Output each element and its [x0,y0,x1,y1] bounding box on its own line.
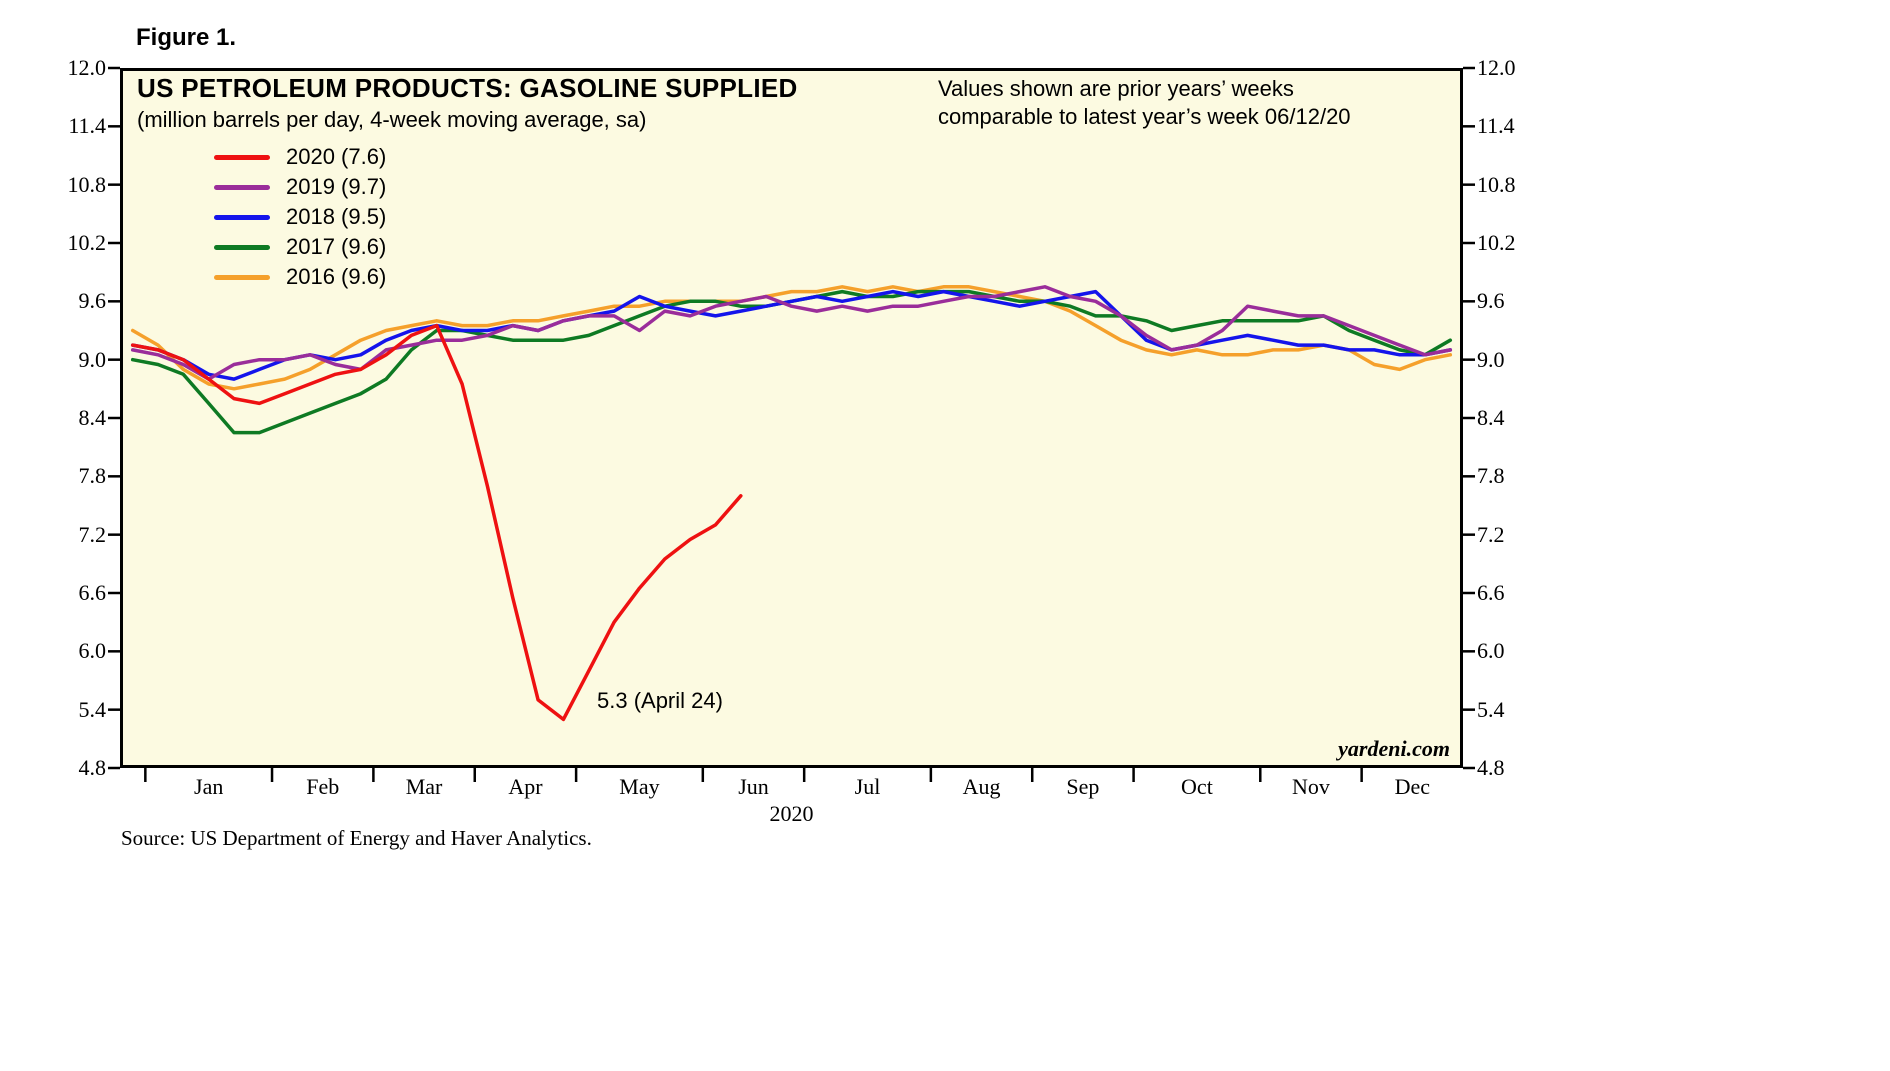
month-label-nov: Nov [1292,774,1330,799]
legend-label-2018: 2018 (9.5) [286,204,387,229]
month-label-dec: Dec [1394,774,1431,799]
y-tick-label-left: 12.0 [67,55,107,80]
legend-swatch-2016 [214,274,270,280]
y-tick-label-left: 11.4 [68,113,106,139]
legend-swatch-2018 [214,214,270,220]
y-tick-label-left: 6.6 [78,580,107,605]
chart-title: US PETROLEUM PRODUCTS: GASOLINE SUPPLIED [137,73,798,103]
y-tick-label-left: 7.8 [78,463,107,489]
legend-item-2017: 2017 (9.6) [214,232,386,262]
month-label-jan: Jan [194,774,224,799]
month-label-aug: Aug [962,774,1001,799]
y-tick-label-right: 12.0 [1477,55,1516,80]
y-tick-label-right: 7.8 [1477,463,1505,489]
trough-annotation: 5.3 (April 24) [597,688,723,713]
y-tick-label-left: 9.6 [78,288,107,314]
y-tick-label-right: 7.2 [1477,521,1505,547]
y-tick-label-left: 8.4 [78,405,107,430]
month-label-apr: Apr [508,774,543,799]
y-tick-label-right: 10.8 [1477,171,1516,197]
y-tick-label-right: 10.2 [1477,230,1516,255]
month-label-feb: Feb [306,774,340,799]
legend-label-2019: 2019 (9.7) [286,174,387,199]
legend-swatch-2019 [214,184,270,190]
legend-item-2016: 2016 (9.6) [214,262,386,292]
figure-label: Figure 1. [136,24,237,51]
y-tick-label-left: 5.4 [78,696,107,722]
y-tick-label-right: 11.4 [1477,113,1515,139]
y-tick-label-left: 10.2 [67,230,107,255]
y-tick-label-right: 4.8 [1477,755,1505,780]
month-label-jun: Jun [738,774,769,799]
note-line-2: comparable to latest year’s week 06/12/2… [938,104,1351,129]
y-tick-label-right: 6.0 [1477,638,1505,664]
y-tick-label-left: 7.2 [78,521,107,547]
y-tick-label-left: 10.8 [67,171,107,197]
month-label-oct: Oct [1181,774,1213,799]
month-label-sep: Sep [1066,774,1100,799]
legend-swatch-2020 [214,154,270,160]
chart-subtitle: (million barrels per day, 4-week moving … [137,107,647,132]
month-label-may: May [619,774,660,799]
comparable-week-note: Values shown are prior years’ weeks comp… [938,75,1351,131]
month-label-mar: Mar [405,774,443,799]
legend-swatch-2017 [214,244,270,250]
y-tick-label-right: 9.6 [1477,288,1505,314]
y-tick-label-right: 8.4 [1477,405,1505,430]
legend-label-2016: 2016 (9.6) [286,264,387,289]
y-tick-label-right: 6.6 [1477,580,1505,605]
legend-label-2017: 2017 (9.6) [286,234,387,259]
y-tick-label-right: 5.4 [1477,696,1505,722]
source-note: Source: US Department of Energy and Have… [121,826,592,850]
x-axis-year-label: 2020 [769,801,814,826]
watermark: yardeni.com [1338,736,1450,761]
y-tick-label-right: 9.0 [1477,346,1505,372]
month-label-jul: Jul [854,774,881,799]
y-tick-label-left: 6.0 [78,638,107,664]
legend-item-2019: 2019 (9.7) [214,172,386,202]
legend-item-2018: 2018 (9.5) [214,202,386,232]
legend: 2020 (7.6) 2019 (9.7) 2018 (9.5) 2017 (9.6)… [214,142,386,292]
note-line-1: Values shown are prior years’ weeks [938,76,1294,101]
y-tick-label-left: 9.0 [78,346,107,372]
y-tick-label-left: 4.8 [78,755,107,780]
legend-label-2020: 2020 (7.6) [286,144,387,169]
legend-item-2020: 2020 (7.6) [214,142,386,172]
